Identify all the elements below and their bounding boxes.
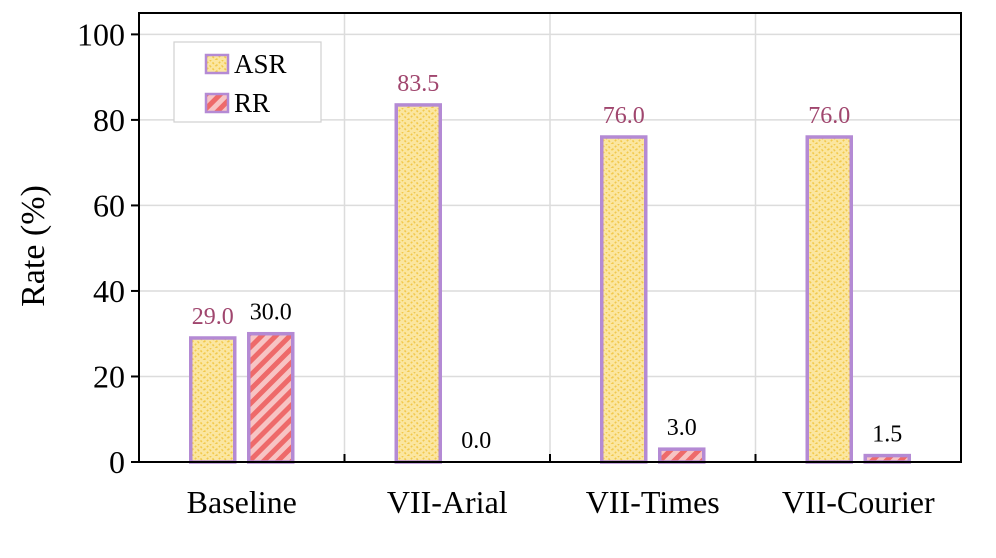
legend: ASR RR xyxy=(173,41,322,123)
data-label-rr: 3.0 xyxy=(667,415,697,441)
legend-label-rr: RR xyxy=(234,88,270,118)
data-label-asr: 29.0 xyxy=(192,304,234,330)
bar-rr xyxy=(658,447,706,464)
y-tick-label: 100 xyxy=(77,16,125,52)
legend-swatch-asr xyxy=(204,53,230,75)
x-tick-label: VII-Times xyxy=(586,484,720,520)
data-label-asr: 76.0 xyxy=(808,103,850,129)
y-tick-label: 40 xyxy=(93,273,125,309)
bar-rr xyxy=(247,331,295,464)
legend-label-asr: ASR xyxy=(234,49,287,79)
x-tick-label: VII-Courier xyxy=(782,484,935,520)
data-labels: 29.0 30.0 83.5 0.0 76.0 3.0 76.0 1.5 xyxy=(192,71,903,454)
data-label-rr: 0.0 xyxy=(461,428,491,454)
y-tick-label: 60 xyxy=(93,187,125,223)
y-tick-label: 80 xyxy=(93,102,125,138)
y-tick-label: 20 xyxy=(93,358,125,394)
legend-box xyxy=(173,41,322,123)
bars xyxy=(189,103,911,464)
bar-asr xyxy=(189,336,237,464)
x-tick-label: Baseline xyxy=(187,484,297,520)
bar-asr xyxy=(394,103,442,464)
y-axis-title: Rate (%) xyxy=(15,185,52,307)
data-label-asr: 83.5 xyxy=(397,71,439,97)
axis-ticks: 0 20 40 60 80 100 Baseline VII-Arial VII-Times VI… xyxy=(77,16,935,520)
data-label-asr: 76.0 xyxy=(603,103,645,129)
data-label-rr: 1.5 xyxy=(872,422,902,448)
data-label-rr: 30.0 xyxy=(250,300,292,326)
legend-swatch-rr xyxy=(204,92,230,114)
y-tick-label: 0 xyxy=(109,444,125,480)
bar-asr xyxy=(805,135,853,464)
x-tick-label: VII-Arial xyxy=(387,484,508,520)
bar-asr xyxy=(600,135,648,464)
